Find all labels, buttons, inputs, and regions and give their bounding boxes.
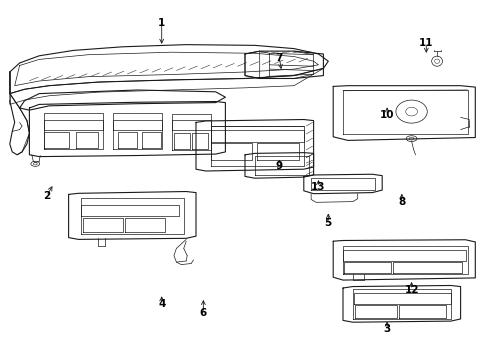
Text: 11: 11 [419, 38, 434, 48]
Text: 13: 13 [311, 182, 326, 192]
Text: 1: 1 [158, 18, 165, 28]
Text: 12: 12 [404, 285, 419, 295]
Text: 6: 6 [200, 308, 207, 318]
Text: 10: 10 [380, 110, 394, 120]
Text: 5: 5 [325, 218, 332, 228]
Text: 9: 9 [276, 161, 283, 171]
Text: 4: 4 [158, 299, 166, 309]
Text: 8: 8 [398, 197, 405, 207]
Text: 3: 3 [384, 324, 391, 334]
Text: 2: 2 [43, 191, 50, 201]
Text: 7: 7 [275, 53, 283, 63]
